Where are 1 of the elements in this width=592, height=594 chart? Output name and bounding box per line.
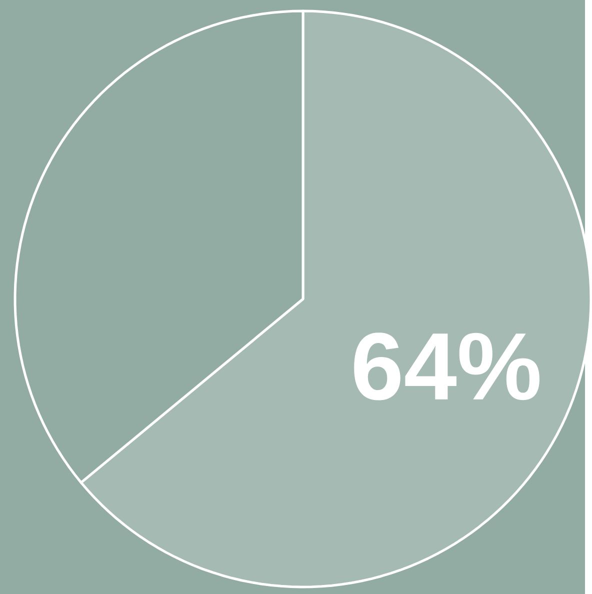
data-label: 64% [354,332,540,400]
